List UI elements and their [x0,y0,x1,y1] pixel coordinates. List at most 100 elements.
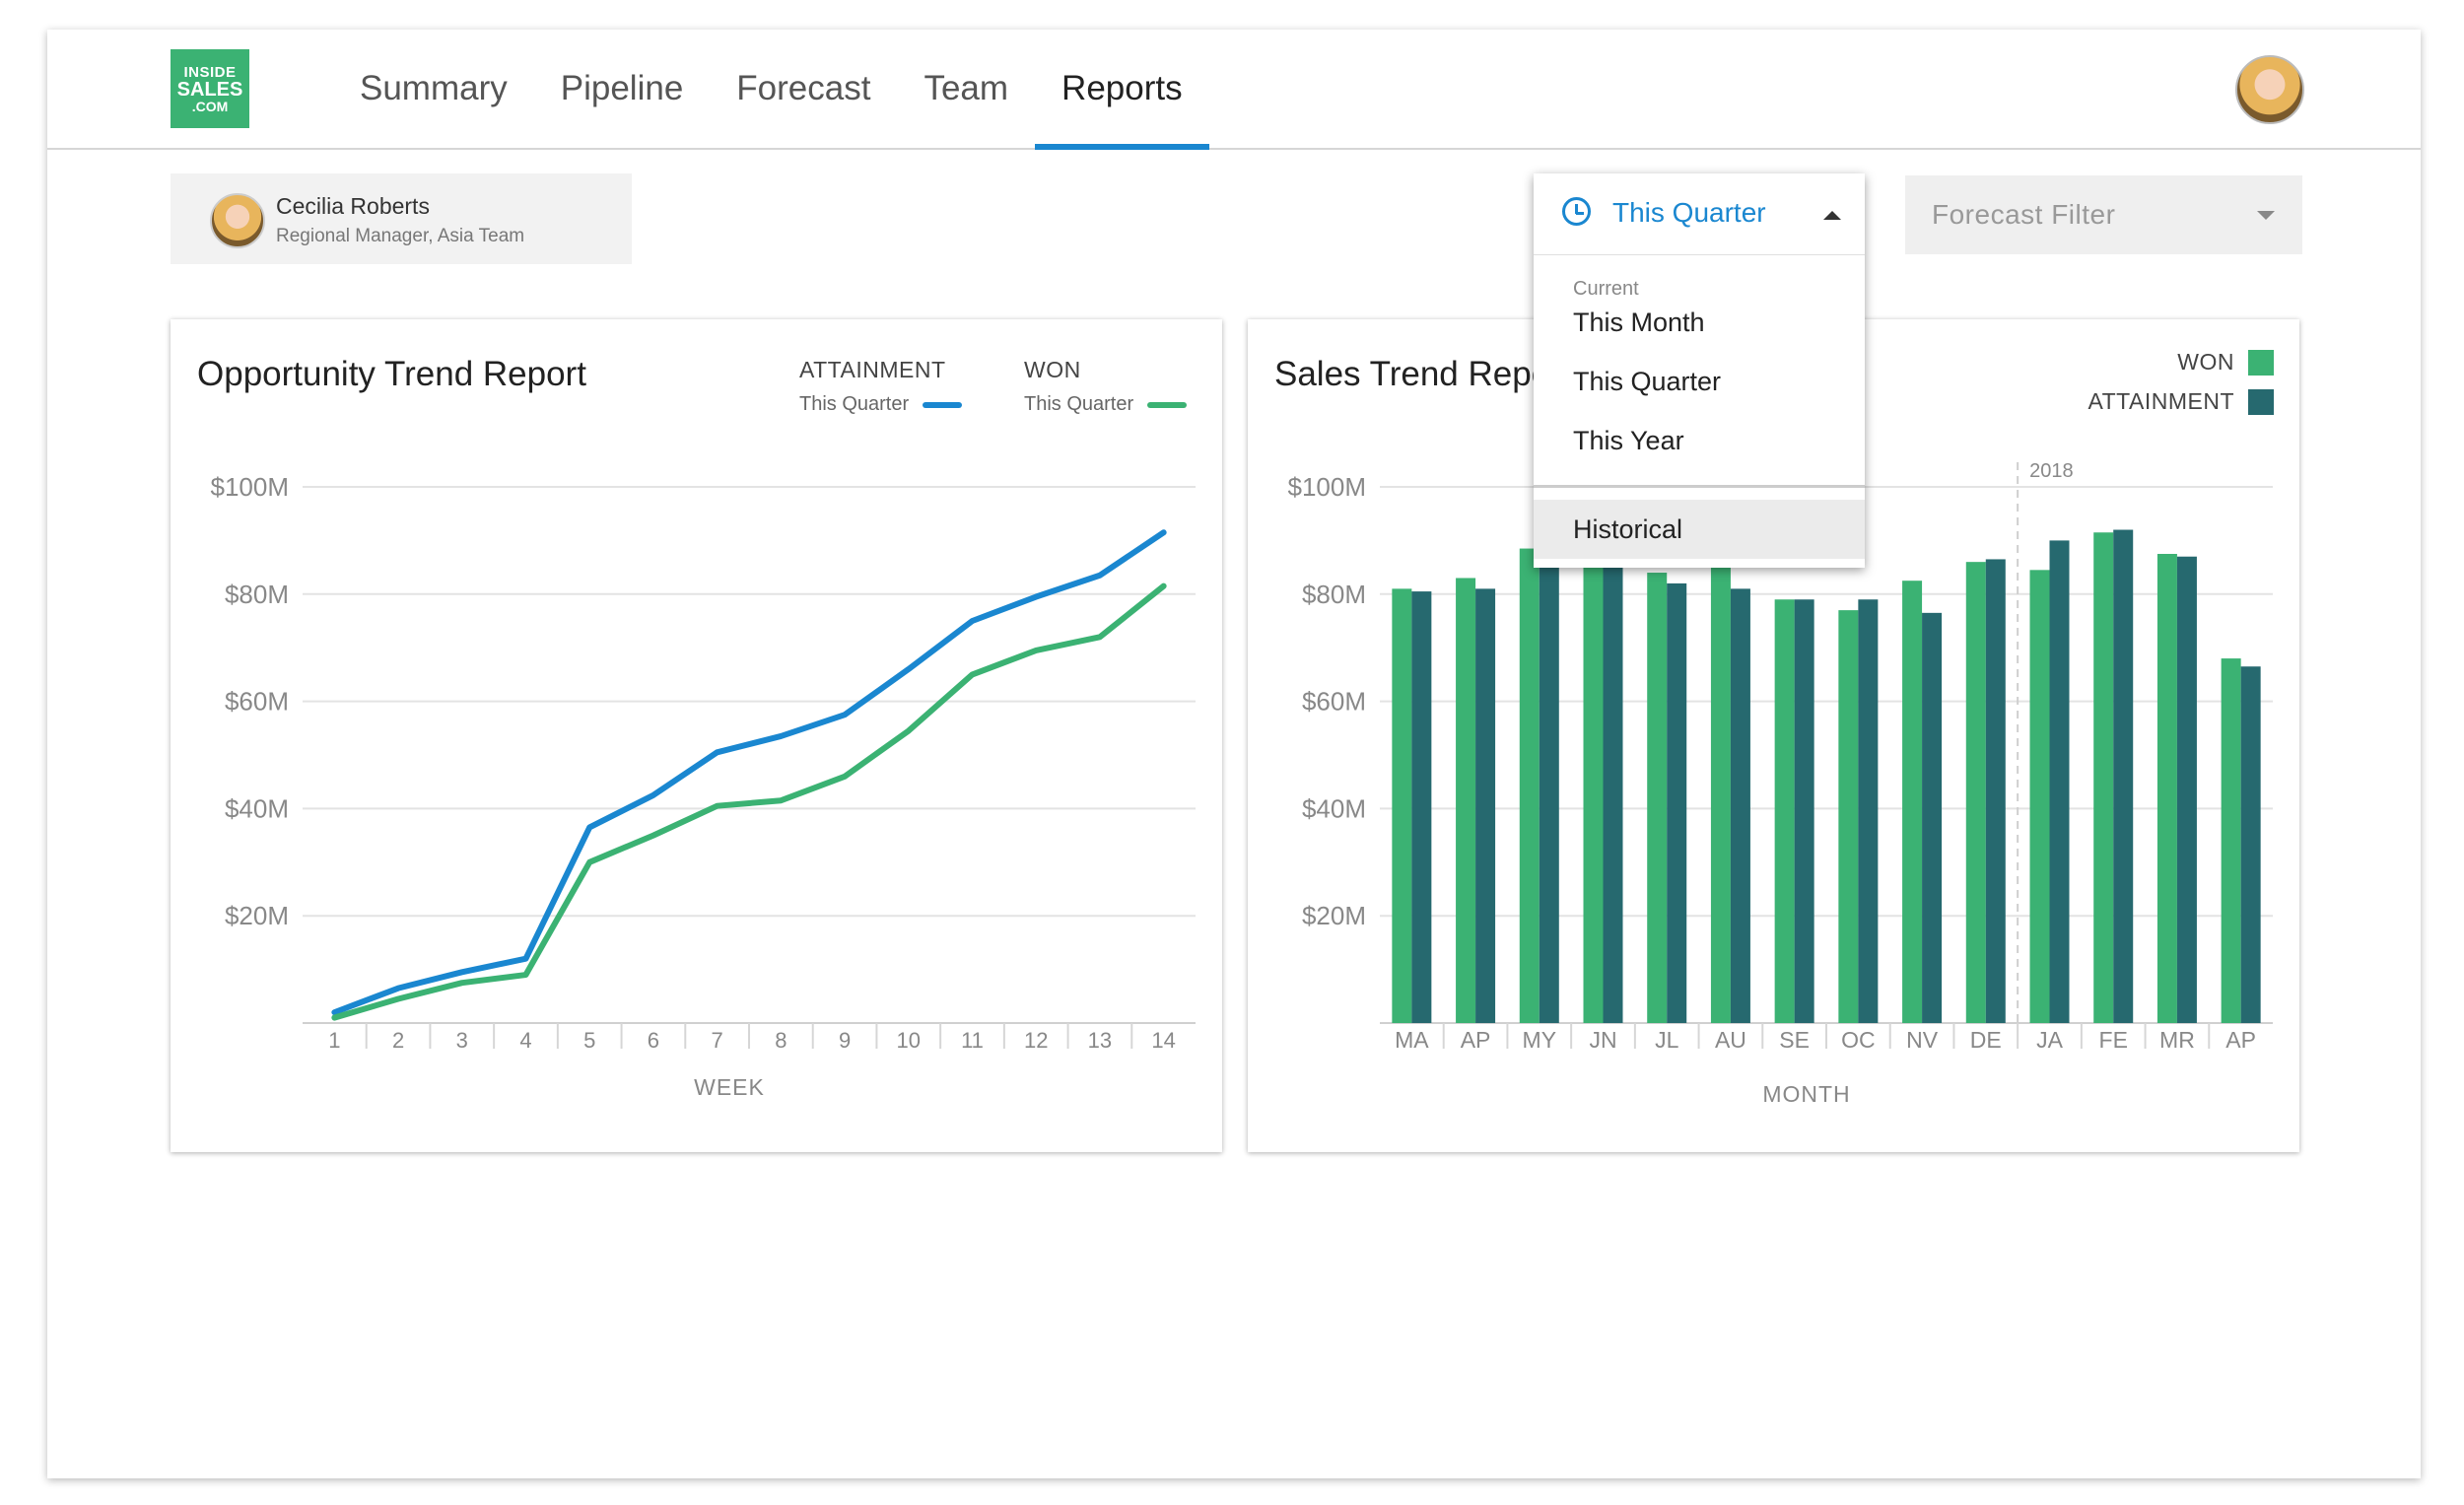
caret-down-icon [2257,211,2275,220]
bar-won [1392,588,1412,1023]
x-tick-label: 6 [648,1028,659,1053]
user-card[interactable]: Cecilia Roberts Regional Manager, Asia T… [171,173,632,264]
bar-won [1710,556,1731,1023]
bar-won [1965,562,1986,1023]
bar-won [1774,599,1795,1023]
clock-icon [1562,197,1591,226]
user-avatar-icon[interactable] [2235,55,2304,124]
y-tick-label: $100M [211,472,290,502]
x-tick-label: AU [1715,1027,1746,1053]
bar-won [1647,573,1668,1023]
legend-attainment: ATTAINMENT This Quarter [799,357,963,416]
caret-up-icon [1823,211,1841,220]
logo-line-1: INSIDE [183,63,237,81]
x-tick-label: AP [2225,1027,2256,1053]
logo-line-2: SALES [176,78,243,101]
year-annotation-label: 2018 [2029,460,2074,482]
app-window: INSIDE SALES .COM Summary Pipeline Forec… [47,30,2421,1478]
legend-attainment-sub: This Quarter [799,393,910,415]
time-filter-dropdown[interactable]: This Quarter Current This Month This Qua… [1534,173,1865,568]
bar-attainment [1411,591,1432,1023]
bar-attainment [1667,582,1687,1023]
tab-reports[interactable]: Reports [1035,30,1209,150]
legend-bar-won-label: WON [2177,349,2234,375]
x-tick-label: 11 [961,1028,984,1053]
x-tick-label: SE [1779,1027,1810,1053]
legend-bar-attainment-swatch [2248,388,2274,415]
bar-won [2093,532,2114,1023]
sales-bar-chart: $20M $40M $60M $80M $100M MA AP MY JN JL AU SE OC NV D… [1288,460,2273,1107]
option-this-month[interactable]: This Month [1573,308,1705,337]
bar-attainment [1985,559,2006,1023]
bar-attainment [2113,529,2134,1023]
legend-won: WON This Quarter [1024,357,1188,416]
logo-line-3: .COM [191,98,229,114]
sales-chart-title: Sales Trend Report [1274,355,1572,393]
option-historical[interactable]: Historical [1534,500,1865,559]
bar-won [2029,570,2050,1023]
x-tick-label: 12 [1024,1028,1048,1053]
dropdown-divider [1534,485,1865,488]
user-card-avatar-icon [210,193,265,248]
bar-attainment [1858,599,1879,1023]
legend-bar-attainment-label: ATTAINMENT [2088,388,2234,414]
forecast-filter-placeholder: Forecast Filter [1932,199,2116,230]
bar-attainment [2176,556,2197,1023]
y-tick-label: $40M [225,793,289,823]
x-tick-label: MY [1523,1027,1557,1053]
x-tick-label: JN [1589,1027,1616,1053]
opportunity-trend-card: Opportunity Trend Report ATTAINMENT This… [171,319,1222,1152]
bar-attainment [1603,567,1623,1023]
bar-attainment [1475,588,1496,1023]
x-tick-label: AP [1461,1027,1491,1053]
main-nav: Summary Pipeline Forecast Team Reports [333,30,1209,150]
opportunity-chart-title: Opportunity Trend Report [197,355,586,393]
y-tick-label: $40M [1302,793,1366,823]
x-tick-label: 10 [897,1028,921,1053]
legend-won-swatch [1147,401,1188,408]
brand-logo[interactable]: INSIDE SALES .COM [171,49,249,128]
y-tick-label: $20M [225,901,289,930]
x-tick-label: JL [1655,1027,1679,1053]
x-tick-label: OC [1841,1027,1876,1053]
legend-attainment-label: ATTAINMENT [799,357,946,382]
tab-team[interactable]: Team [924,69,1009,107]
y-tick-label: $80M [225,580,289,609]
x-tick-label: 7 [712,1028,723,1053]
time-filter-selected: This Quarter [1612,197,1766,228]
bar-attainment [1730,588,1750,1023]
x-tick-label: 3 [456,1028,468,1053]
tab-pipeline[interactable]: Pipeline [560,69,684,107]
top-header: INSIDE SALES .COM Summary Pipeline Forec… [47,30,2421,150]
time-filter-toggle[interactable]: This Quarter [1534,173,1865,255]
x-tick-label: NV [1906,1027,1939,1053]
x-axis-label: MONTH [1762,1081,1850,1107]
bar-won [1838,610,1859,1023]
y-tick-label: $60M [225,687,289,717]
bar-attainment [1794,599,1814,1023]
bar-attainment [2240,666,2261,1023]
series-line-won [331,582,1167,1021]
x-tick-label: 4 [519,1028,531,1053]
x-tick-label: JA [2036,1027,2064,1053]
x-axis-label: WEEK [694,1074,765,1100]
forecast-filter-select[interactable]: Forecast Filter [1905,175,2302,254]
option-this-quarter[interactable]: This Quarter [1573,367,1722,396]
x-tick-label: 5 [583,1028,595,1053]
x-tick-label: MR [2159,1027,2195,1053]
tab-summary[interactable]: Summary [360,69,508,107]
bar-attainment [1539,562,1559,1023]
dropdown-section-current: Current [1573,278,1639,300]
y-tick-label: $60M [1302,687,1366,717]
user-name: Cecilia Roberts [276,193,430,219]
bar-attainment [2049,540,2070,1023]
user-role: Regional Manager, Asia Team [276,226,525,246]
option-this-year[interactable]: This Year [1573,426,1684,455]
bar-won [1583,556,1604,1023]
tab-forecast[interactable]: Forecast [736,69,871,107]
x-tick-label: MA [1395,1027,1429,1053]
legend-bar-won-swatch [2248,349,2274,376]
bar-won [1519,548,1540,1023]
x-tick-label: 8 [775,1028,787,1053]
